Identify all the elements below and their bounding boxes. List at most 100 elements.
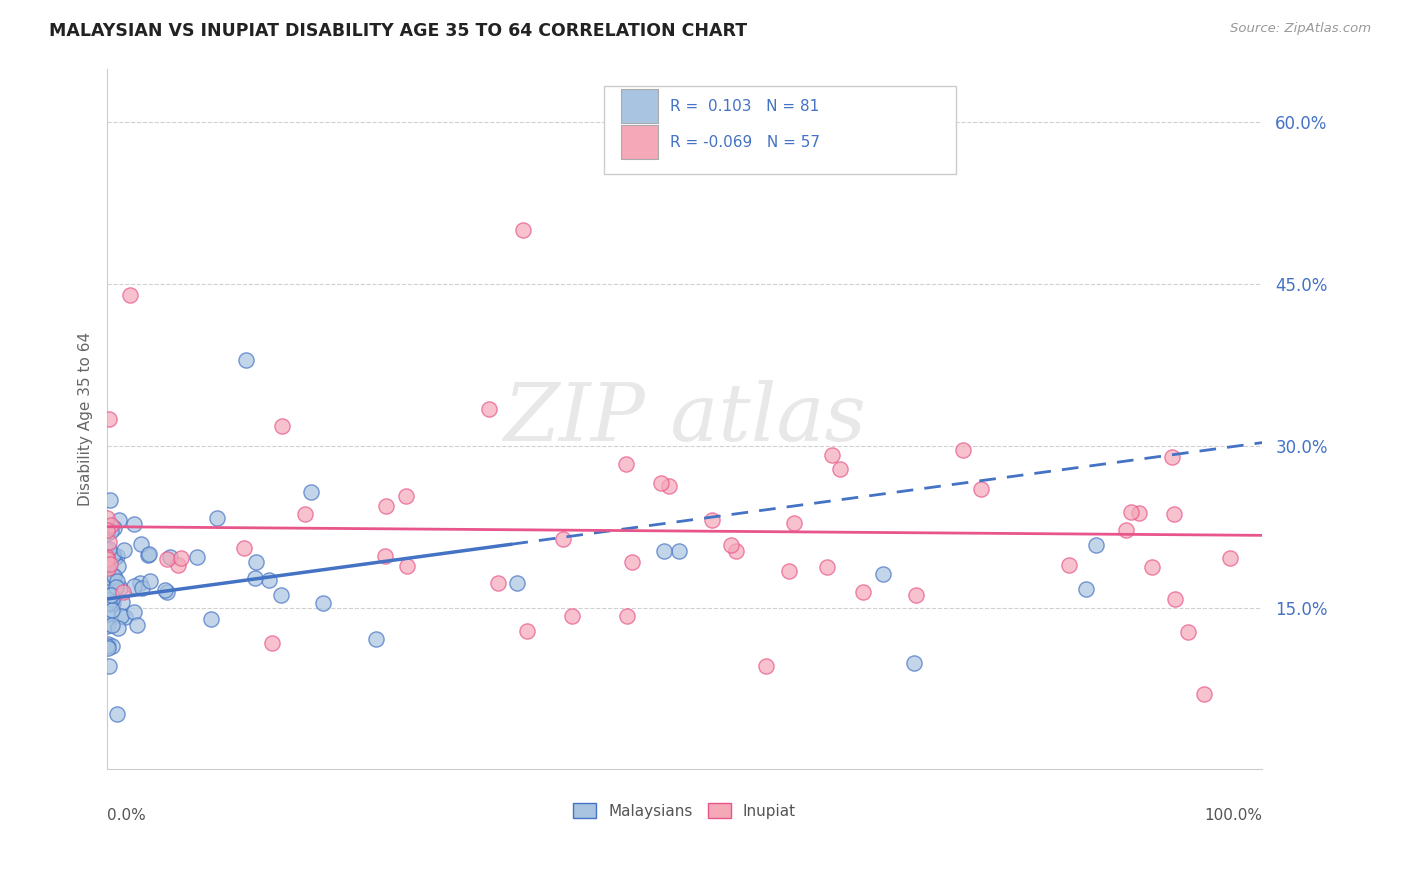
Point: [200, 612, 222, 626]
Point: [96, 562, 118, 576]
Point: [312, 596, 335, 610]
Point: [658, 479, 681, 493]
Point: [101, 599, 124, 613]
Point: [110, 609, 132, 624]
Point: [138, 547, 160, 561]
Point: [167, 558, 190, 573]
Point: [101, 618, 124, 632]
Point: [103, 549, 125, 563]
Point: [96, 552, 118, 566]
Point: [96, 573, 118, 587]
Point: [96, 607, 118, 621]
Point: [122, 579, 145, 593]
Point: [952, 442, 974, 457]
Point: [156, 552, 179, 566]
Point: [720, 538, 742, 552]
Text: MALAYSIAN VS INUPIAT DISABILITY AGE 35 TO 64 CORRELATION CHART: MALAYSIAN VS INUPIAT DISABILITY AGE 35 T…: [49, 22, 748, 40]
Point: [374, 499, 396, 513]
Point: [153, 582, 176, 597]
Text: 100.0%: 100.0%: [1204, 808, 1263, 822]
Point: [156, 584, 179, 599]
Point: [205, 510, 228, 524]
Point: [107, 621, 129, 635]
Point: [97, 641, 120, 656]
Point: [111, 595, 134, 609]
Point: [616, 608, 638, 623]
Point: [815, 560, 838, 574]
Point: [101, 591, 124, 606]
Point: [262, 636, 284, 650]
Text: ZIP atlas: ZIP atlas: [503, 380, 866, 458]
Text: 0.0%: 0.0%: [107, 808, 146, 822]
Point: [107, 574, 129, 588]
Text: R =  0.103   N = 81: R = 0.103 N = 81: [669, 98, 818, 113]
Point: [96, 549, 118, 564]
Point: [104, 580, 127, 594]
Text: R = -0.069   N = 57: R = -0.069 N = 57: [669, 135, 820, 150]
Point: [783, 516, 806, 531]
Point: [478, 402, 501, 417]
Point: [97, 637, 120, 651]
Point: [903, 656, 925, 670]
Y-axis label: Disability Age 35 to 64: Disability Age 35 to 64: [79, 332, 93, 506]
Point: [103, 568, 125, 582]
Point: [129, 575, 152, 590]
Point: [650, 475, 672, 490]
Point: [668, 543, 690, 558]
Point: [553, 532, 575, 546]
Point: [97, 412, 120, 426]
Point: [170, 551, 193, 566]
Point: [96, 525, 118, 540]
Point: [1119, 505, 1142, 519]
Point: [107, 513, 129, 527]
Point: [755, 659, 778, 673]
Point: [243, 571, 266, 585]
Point: [96, 523, 118, 537]
Point: [103, 570, 125, 584]
Point: [122, 606, 145, 620]
FancyBboxPatch shape: [603, 86, 956, 174]
Point: [96, 572, 118, 586]
Point: [620, 555, 643, 569]
Point: [821, 448, 844, 462]
Point: [97, 534, 120, 549]
Point: [131, 581, 153, 595]
FancyBboxPatch shape: [621, 89, 658, 123]
Point: [97, 659, 120, 673]
Point: [1128, 506, 1150, 520]
Point: [97, 592, 120, 607]
Point: [97, 560, 120, 574]
Point: [232, 541, 254, 556]
Point: [96, 543, 118, 558]
Point: [124, 517, 146, 532]
Point: [103, 521, 125, 535]
Point: [100, 524, 122, 538]
Point: [103, 551, 125, 566]
Point: [96, 618, 118, 632]
Point: [97, 555, 120, 569]
Point: [505, 576, 527, 591]
Text: Source: ZipAtlas.com: Source: ZipAtlas.com: [1230, 22, 1371, 36]
Point: [112, 585, 135, 599]
Point: [96, 511, 118, 525]
Point: [100, 588, 122, 602]
Point: [97, 616, 120, 631]
Point: [614, 457, 637, 471]
FancyBboxPatch shape: [621, 125, 658, 160]
Point: [395, 558, 418, 573]
Point: [1194, 687, 1216, 701]
Point: [96, 585, 118, 599]
Point: [101, 603, 124, 617]
Point: [652, 544, 675, 558]
Point: [778, 564, 800, 578]
Point: [235, 352, 257, 367]
Point: [107, 558, 129, 573]
Point: [96, 585, 118, 599]
Legend: Malaysians, Inupiat: Malaysians, Inupiat: [567, 797, 803, 825]
Point: [395, 489, 418, 503]
Point: [98, 574, 121, 588]
Point: [112, 543, 135, 558]
Point: [724, 544, 747, 558]
Point: [1164, 592, 1187, 607]
Point: [1057, 558, 1080, 573]
